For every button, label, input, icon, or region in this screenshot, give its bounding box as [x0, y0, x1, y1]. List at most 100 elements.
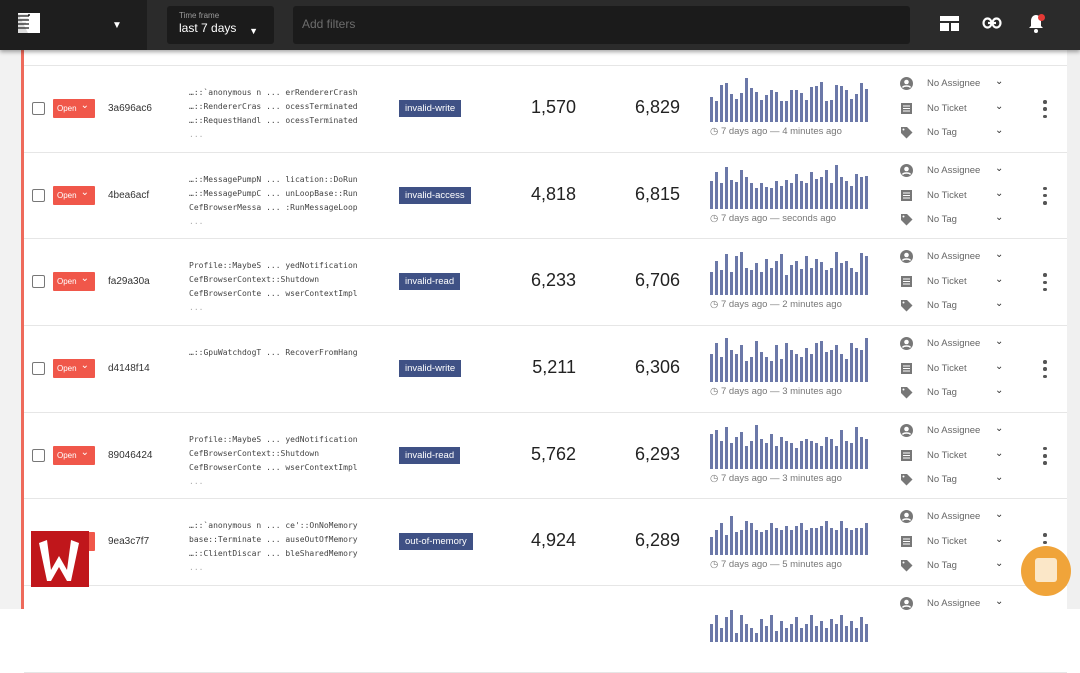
brand-menu[interactable]: ▼	[0, 0, 147, 50]
person-icon	[900, 423, 913, 437]
assignee-dropdown[interactable]: No Assignee ⌄	[900, 76, 1010, 92]
row-checkbox[interactable]	[32, 102, 45, 115]
timeframe-select[interactable]: Time frame last 7 days ▼	[167, 6, 274, 44]
callstack-more[interactable]: ...	[189, 563, 204, 573]
link-icon[interactable]	[982, 17, 1002, 29]
crash-row[interactable]: Open fa29a30a Profile::MaybeS ... yedNotif…	[24, 239, 1067, 327]
tag-dropdown[interactable]: No Tag ⌄	[900, 125, 1010, 141]
classifier-tag[interactable]: invalid-access	[399, 186, 471, 204]
assignee-dropdown-label: No Assignee	[927, 598, 981, 610]
ticket-dropdown[interactable]: No Ticket ⌄	[900, 448, 1010, 464]
ticket-dropdown[interactable]: No Ticket ⌄	[900, 101, 1010, 117]
top-bar: ▼ Time frame last 7 days ▼ Add filters	[0, 0, 1080, 50]
callstack-more[interactable]: ...	[189, 130, 204, 139]
chevron-down-icon: ⌄	[995, 385, 1004, 397]
tag-dropdown[interactable]: No Tag ⌄	[900, 472, 1010, 488]
histogram-bar	[735, 256, 739, 296]
layout-icon[interactable]	[940, 16, 959, 31]
classifier-tag[interactable]: invalid-write	[399, 360, 462, 378]
status-dropdown[interactable]: Open	[53, 272, 95, 292]
histogram-bar	[770, 614, 774, 643]
tag-dropdown-label: No Tag	[927, 127, 957, 138]
histogram-bar	[765, 186, 769, 209]
histogram-bar	[795, 89, 799, 122]
crash-id-link[interactable]: 9ea3c7f7	[108, 536, 150, 548]
classifier-tag[interactable]: invalid-write	[399, 100, 462, 117]
clock-icon: ◷	[710, 126, 721, 137]
crash-row[interactable]: Open 89046424 Profile::MaybeS ... yedNotif…	[24, 413, 1067, 500]
ticket-dropdown[interactable]: No Ticket ⌄	[900, 188, 1010, 204]
crash-row[interactable]: No Assignee ⌄	[24, 586, 1067, 673]
status-dropdown[interactable]: Open	[53, 99, 95, 118]
crash-id-link[interactable]: d4148f14	[108, 363, 150, 375]
assignee-dropdown[interactable]: No Assignee ⌄	[900, 509, 1010, 525]
crash-id-link[interactable]: 89046424	[108, 449, 153, 461]
histogram-bar	[755, 530, 759, 556]
histogram-bar	[810, 87, 814, 122]
tag-dropdown-label: No Tag	[927, 473, 957, 485]
filters-input[interactable]: Add filters	[293, 6, 910, 44]
crash-row[interactable]: Open9ea3c7f7…::`anonymous n ... ce'::OnN…	[24, 499, 1067, 587]
histogram-bar	[745, 176, 749, 209]
histogram-bar	[850, 99, 854, 122]
download-floating-button[interactable]	[1021, 546, 1071, 596]
ticket-dropdown[interactable]: No Ticket ⌄	[900, 361, 1010, 377]
classifier-tag[interactable]: invalid-read	[399, 446, 461, 464]
tag-dropdown[interactable]: No Tag ⌄	[900, 385, 1010, 401]
callstack-more[interactable]: ...	[189, 216, 204, 226]
assignee-dropdown[interactable]: No Assignee ⌄	[900, 163, 1010, 179]
histogram-bar	[755, 632, 759, 643]
status-dropdown[interactable]: Open	[53, 359, 95, 379]
more-options-icon[interactable]	[1042, 273, 1048, 292]
histogram-bar	[725, 338, 729, 383]
callstack-more[interactable]: ...	[189, 303, 204, 313]
crash-id-link[interactable]: fa29a30a	[108, 276, 150, 288]
histogram-bar	[820, 262, 824, 296]
tag-dropdown[interactable]: No Tag ⌄	[900, 212, 1010, 228]
ticket-dropdown[interactable]: No Ticket ⌄	[900, 274, 1010, 290]
assignee-dropdown[interactable]: No Assignee ⌄	[900, 249, 1010, 265]
chevron-down-icon: ⌄	[995, 447, 1004, 459]
row-checkbox[interactable]	[32, 188, 45, 202]
assignee-dropdown[interactable]: No Assignee ⌄	[900, 596, 1010, 612]
crash-row[interactable]: Open d4148f14 …::GpuWatchdogT ... RecoverF…	[24, 326, 1067, 413]
histogram	[710, 509, 869, 556]
crash-id-link[interactable]: 3a696ac6	[108, 103, 152, 114]
notifications-button[interactable]	[1028, 14, 1046, 34]
chevron-down-icon: ⌄	[995, 162, 1004, 174]
classifier-tag[interactable]: invalid-read	[399, 273, 461, 291]
callstack-frame: base::Terminate ... auseOutOfMemory	[189, 535, 358, 545]
histogram-bar	[805, 347, 809, 383]
status-dropdown[interactable]: Open	[53, 445, 95, 465]
histogram-bar	[855, 527, 859, 556]
histogram	[710, 249, 869, 296]
histogram-bar	[865, 523, 869, 556]
classifier-tag[interactable]: out-of-memory	[399, 533, 473, 551]
ticket-dropdown[interactable]: No Ticket ⌄	[900, 534, 1010, 550]
tag-dropdown[interactable]: No Tag ⌄	[900, 298, 1010, 314]
more-options-icon[interactable]	[1042, 446, 1048, 465]
callstack-frame: CefBrowserConte ... wserContextImpl	[189, 289, 358, 299]
row-checkbox[interactable]	[32, 275, 45, 289]
affected-count: 6,306	[634, 357, 680, 378]
row-checkbox[interactable]	[32, 448, 45, 462]
row-checkbox[interactable]	[32, 362, 45, 376]
histogram-bar	[730, 443, 734, 469]
tag-dropdown[interactable]: No Tag ⌄	[900, 558, 1010, 574]
callstack-more[interactable]: ...	[189, 476, 204, 486]
crash-row[interactable]: Open 4bea6acf …::MessagePumpN ... lication…	[24, 153, 1067, 240]
more-options-icon[interactable]	[1042, 100, 1048, 118]
assignee-dropdown[interactable]: No Assignee ⌄	[900, 336, 1010, 352]
status-dropdown[interactable]: Open	[53, 185, 95, 205]
app-logo-icon	[18, 13, 40, 33]
more-options-icon[interactable]	[1042, 186, 1048, 205]
scrollbar[interactable]	[1067, 50, 1080, 609]
histogram-bar	[725, 82, 729, 122]
affected-count: 6,706	[634, 270, 680, 291]
histogram-bar	[825, 352, 829, 383]
crash-id-link[interactable]: 4bea6acf	[108, 189, 150, 201]
assignee-dropdown[interactable]: No Assignee ⌄	[900, 423, 1010, 439]
more-options-icon[interactable]	[1042, 360, 1048, 379]
histogram-bar	[760, 532, 764, 556]
crash-row[interactable]: Open 3a696ac6 …::`anonymous n ... erRender…	[24, 66, 1067, 153]
